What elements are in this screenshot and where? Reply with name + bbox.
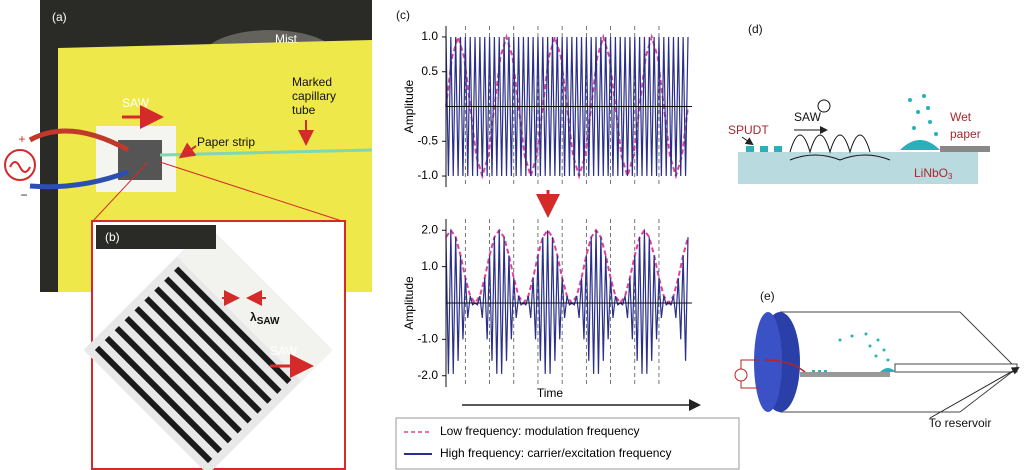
y-axis-label: Amplitude [402, 80, 416, 134]
lambda-subscript: SAW [257, 316, 280, 327]
y-axis-label: Amplitude [402, 276, 416, 330]
tube-outline [960, 372, 1012, 412]
chip [800, 372, 890, 377]
y-tick-label: 1.0 [421, 29, 438, 43]
panel-e: (e) To reservoir [735, 289, 1018, 430]
ac-source [735, 369, 747, 381]
panel-label: (d) [748, 22, 763, 36]
end-cap-face [754, 312, 782, 412]
electrode [746, 146, 754, 152]
wet-paper-label: Wet [950, 110, 972, 124]
electrode [774, 146, 782, 152]
panel-label: (a) [52, 10, 67, 24]
figure: + − (a) Mist SAW Paper strip Marked capi… [0, 0, 1024, 470]
saw-label: SAW [794, 110, 822, 124]
spudt-arrow [742, 137, 752, 144]
capillary [895, 364, 1017, 372]
ac-symbol [10, 162, 30, 172]
spudt-label: SPUDT [728, 123, 769, 137]
y-tick-label: 1.0 [421, 259, 438, 273]
wet-spot [900, 140, 940, 150]
x-axis-label: Time [537, 386, 564, 400]
legend-label: Low frequency: modulation frequency [440, 424, 639, 438]
y-tick-label: 2.0 [421, 222, 438, 236]
capillary-label: Marked [292, 75, 332, 89]
substrate-subscript: 3 [948, 172, 953, 181]
electrode [760, 146, 768, 152]
y-tick-label: -2.0 [417, 368, 438, 382]
mist-droplets [908, 94, 938, 136]
mist-droplets [812, 333, 890, 373]
saw-label: SAW [122, 96, 150, 110]
capillary-label: capillary [292, 89, 336, 103]
y-tick-label: -1.0 [417, 168, 438, 182]
reservoir-arrow [930, 368, 1018, 418]
substrate-label: LiNbO3 [914, 166, 953, 181]
substrate-name: LiNbO [914, 166, 948, 180]
wet-paper-label: paper [950, 127, 981, 141]
panel-label: (b) [105, 230, 120, 244]
plus-sign: + [18, 132, 25, 146]
saw-label: SAW [270, 344, 298, 358]
y-tick-label: -0.5 [417, 133, 438, 147]
panel-d: (d) SPUDT SAW Wet paper LiNbO3 [728, 22, 990, 184]
panel-b: (b) λSAW SAW [84, 221, 345, 470]
legend-label: High frequency: carrier/excitation frequ… [440, 446, 671, 460]
tube-outline [960, 312, 1012, 364]
wet-spot [880, 368, 896, 372]
wet-paper-strip [940, 146, 990, 152]
y-tick-label: -1.0 [417, 332, 438, 346]
reservoir-label: To reservoir [929, 416, 992, 430]
series-line [446, 230, 688, 374]
series-line [446, 230, 688, 303]
minus-sign: − [20, 188, 27, 202]
y-tick-label: 0.5 [421, 64, 438, 78]
capillary-label: tube [292, 103, 316, 117]
charts: 1.00.5-0.5-1.0Amplitude2.01.0-1.0-2.0Amp… [402, 26, 692, 460]
paper-strip-label: Paper strip [197, 135, 255, 149]
mist-label: Mist [275, 32, 298, 46]
panel-label: (e) [760, 289, 775, 303]
panel-label: (c) [396, 8, 410, 22]
saw-wave [790, 135, 870, 152]
page: {"panel_a": {"label": "(a)", "mist": "Mi… [0, 0, 1024, 470]
